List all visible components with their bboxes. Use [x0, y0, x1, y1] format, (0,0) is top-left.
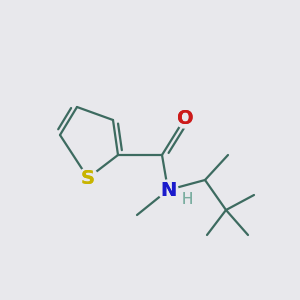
Text: H: H — [181, 193, 193, 208]
Text: N: N — [160, 181, 176, 200]
Circle shape — [78, 168, 98, 188]
Text: O: O — [177, 109, 193, 128]
Circle shape — [158, 180, 178, 200]
Text: S: S — [81, 169, 95, 188]
Text: N: N — [160, 181, 176, 200]
Text: O: O — [177, 109, 193, 128]
Text: H: H — [181, 193, 193, 208]
Text: S: S — [81, 169, 95, 188]
Circle shape — [175, 108, 195, 128]
